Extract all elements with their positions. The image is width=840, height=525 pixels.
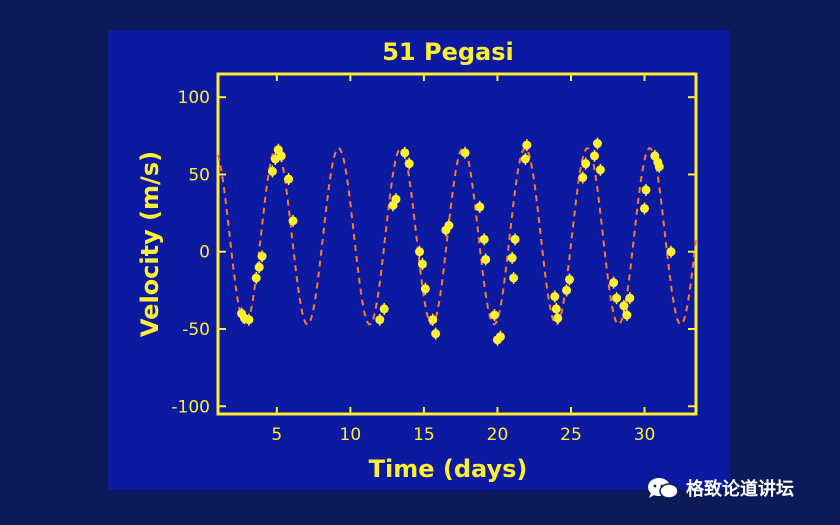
data-point bbox=[479, 234, 489, 244]
data-point bbox=[431, 329, 441, 339]
data-point bbox=[522, 140, 532, 150]
data-point bbox=[666, 247, 676, 257]
data-point bbox=[254, 262, 264, 272]
data-point bbox=[460, 148, 470, 158]
chat-bubbles-icon bbox=[648, 478, 679, 499]
data-point bbox=[654, 162, 664, 172]
data-point bbox=[475, 202, 485, 212]
data-point bbox=[420, 284, 430, 294]
data-point bbox=[520, 154, 530, 164]
x-tick-label: 20 bbox=[487, 425, 509, 445]
chart-svg: 51 Pegasi 5 10 15 20 25 30 -100 -50 0 50 100 Time … bbox=[136, 38, 698, 483]
data-point bbox=[640, 203, 650, 213]
data-point bbox=[507, 253, 517, 263]
data-point bbox=[578, 173, 588, 183]
data-point bbox=[481, 254, 491, 264]
watermark-text: 格致论道讲坛 bbox=[686, 479, 794, 500]
x-tick-label: 25 bbox=[560, 425, 582, 445]
data-point bbox=[379, 304, 389, 314]
data-point bbox=[565, 275, 575, 285]
data-point bbox=[267, 166, 277, 176]
data-point bbox=[495, 332, 505, 342]
axis-ticks: 5 10 15 20 25 30 -100 -50 0 50 100 bbox=[171, 74, 696, 445]
data-point bbox=[619, 301, 629, 311]
data-point bbox=[391, 194, 401, 204]
y-tick-label: 0 bbox=[199, 243, 210, 263]
data-point bbox=[490, 310, 500, 320]
y-tick-label: -50 bbox=[182, 320, 210, 340]
x-tick-label: 15 bbox=[413, 425, 435, 445]
y-axis-label: Velocity (m/s) bbox=[136, 151, 164, 337]
data-point bbox=[244, 315, 254, 325]
data-point bbox=[595, 165, 605, 175]
data-point bbox=[510, 234, 520, 244]
data-point bbox=[404, 159, 414, 169]
data-point bbox=[251, 273, 261, 283]
data-point bbox=[553, 313, 563, 323]
data-points bbox=[237, 137, 676, 346]
data-point bbox=[257, 251, 267, 261]
model-curve-layer bbox=[217, 147, 697, 326]
data-point bbox=[581, 159, 591, 169]
data-point bbox=[625, 293, 635, 303]
data-point bbox=[284, 174, 294, 184]
data-point bbox=[641, 185, 651, 195]
x-tick-label: 5 bbox=[271, 425, 282, 445]
data-point bbox=[375, 315, 385, 325]
watermark: 格致论道讲坛 bbox=[646, 476, 794, 500]
data-point bbox=[417, 259, 427, 269]
data-point bbox=[612, 293, 622, 303]
data-point bbox=[444, 220, 454, 230]
plot-frame bbox=[216, 72, 698, 416]
data-point bbox=[509, 273, 519, 283]
y-tick-label: -100 bbox=[171, 397, 210, 417]
data-point bbox=[428, 315, 438, 325]
data-point bbox=[609, 278, 619, 288]
data-point bbox=[590, 151, 600, 161]
data-point bbox=[592, 139, 602, 149]
x-axis-label: Time (days) bbox=[369, 455, 528, 483]
model-curve bbox=[217, 147, 697, 326]
data-point bbox=[288, 216, 298, 226]
x-tick-label: 10 bbox=[340, 425, 362, 445]
x-tick-label: 30 bbox=[634, 425, 656, 445]
data-point bbox=[276, 151, 286, 161]
chart-title: 51 Pegasi bbox=[382, 38, 514, 66]
data-point bbox=[400, 148, 410, 158]
chart-panel: 51 Pegasi 5 10 15 20 25 30 -100 -50 0 50 100 Time … bbox=[108, 30, 730, 490]
y-tick-label: 100 bbox=[178, 88, 210, 108]
data-point bbox=[562, 285, 572, 295]
data-point bbox=[550, 292, 560, 302]
data-point bbox=[622, 310, 632, 320]
data-point bbox=[414, 247, 424, 257]
y-tick-label: 50 bbox=[188, 165, 210, 185]
data-point bbox=[551, 304, 561, 314]
